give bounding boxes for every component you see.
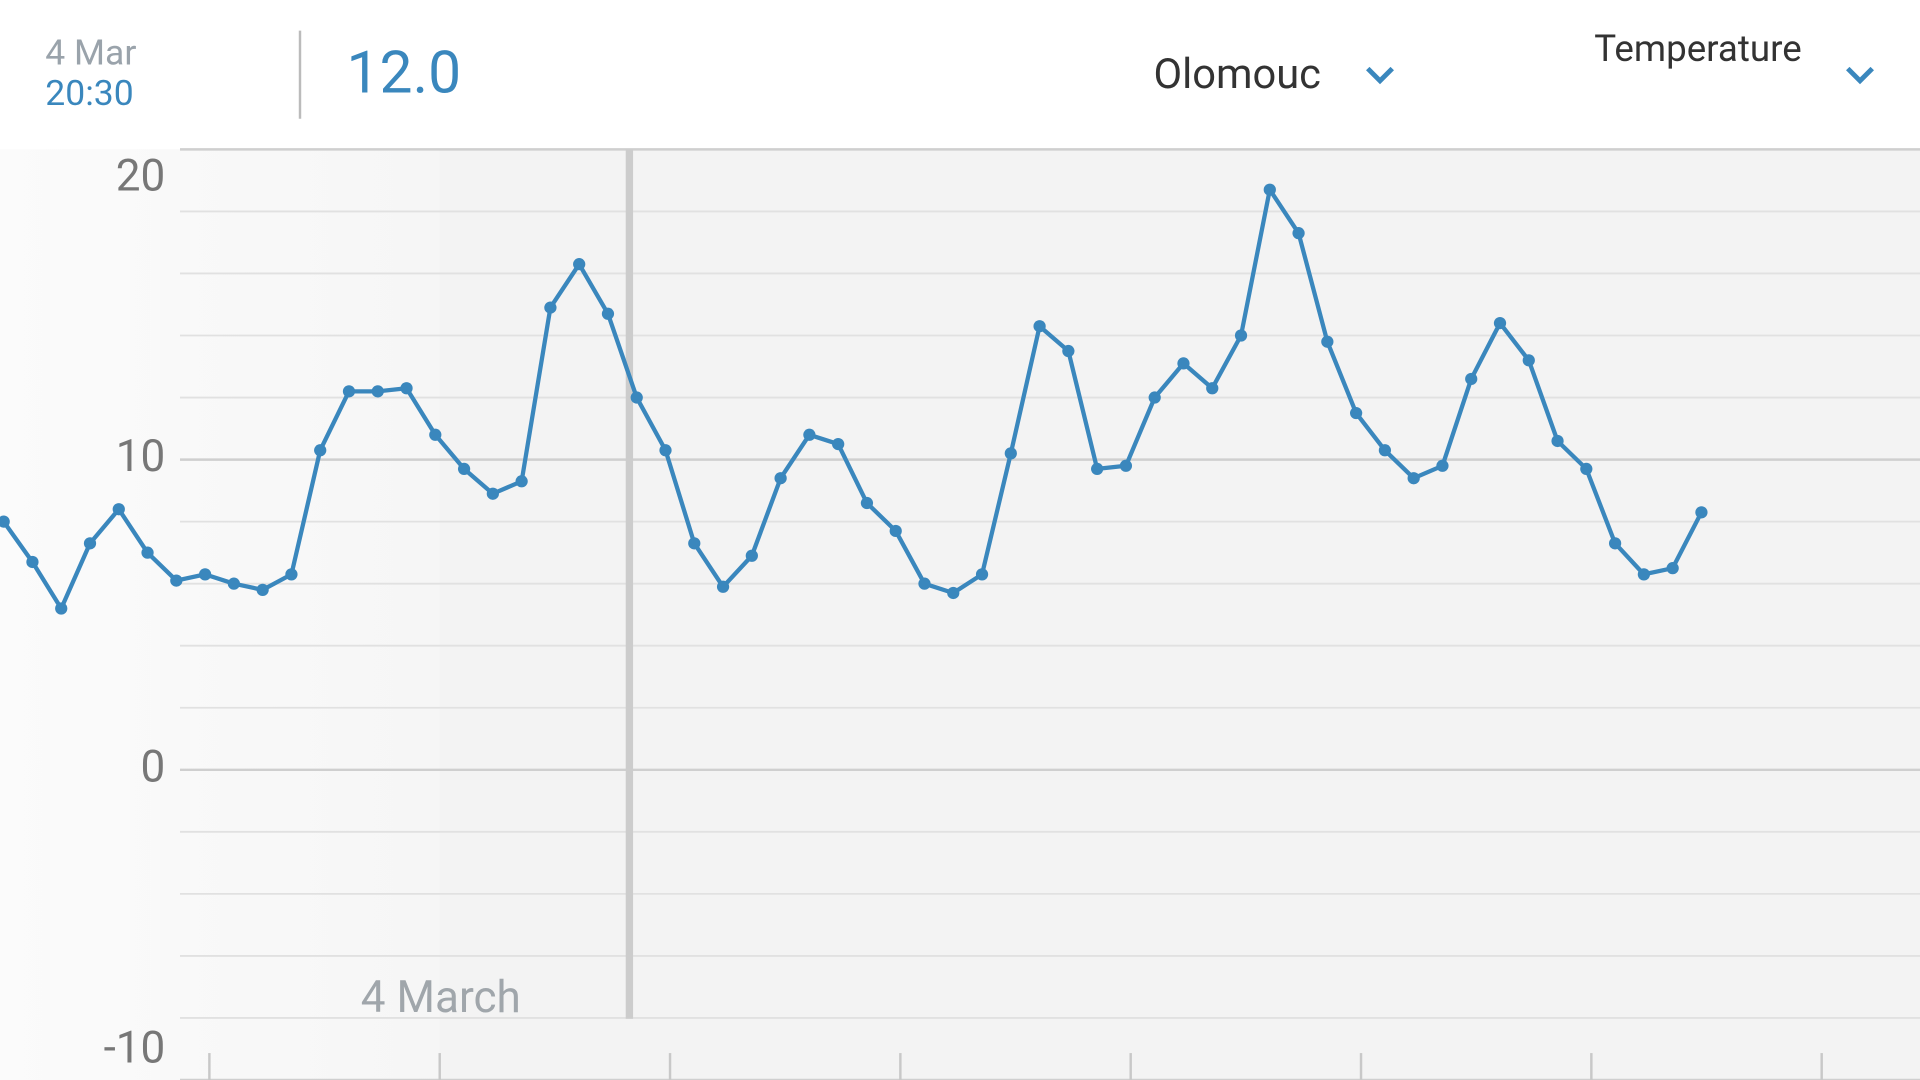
y-tick-label: -10 <box>104 1021 166 1073</box>
data-point <box>544 301 557 314</box>
data-point <box>1350 406 1363 420</box>
data-point <box>1091 462 1104 476</box>
data-point <box>1263 183 1276 196</box>
data-point <box>0 515 10 528</box>
data-point <box>1436 459 1449 472</box>
data-point <box>1695 506 1708 519</box>
data-point <box>170 574 183 587</box>
data-point <box>774 472 787 485</box>
data-point <box>256 583 269 596</box>
data-point <box>975 568 989 581</box>
chart: -10 0 10 20 4 March <box>0 148 1920 1080</box>
data-point <box>860 496 874 510</box>
data-point <box>198 568 212 581</box>
y-tick-label: 20 <box>116 149 166 201</box>
data-point <box>630 391 643 404</box>
previous-day-area <box>0 149 440 1080</box>
data-point <box>1608 537 1622 550</box>
header-bar <box>0 0 1920 150</box>
chevron <box>1846 66 1874 85</box>
data-point <box>1465 372 1478 386</box>
data-point <box>745 549 758 562</box>
data-point <box>457 462 471 476</box>
data-point <box>285 568 298 581</box>
data-point <box>1493 316 1507 330</box>
location-dropdown[interactable]: Olomouc <box>1153 50 1394 99</box>
data-point <box>400 382 413 395</box>
data-point <box>83 537 97 550</box>
data-point <box>1062 344 1075 358</box>
data-point <box>1206 382 1219 395</box>
data-point <box>1637 568 1650 581</box>
data-point <box>1119 459 1133 472</box>
data-point <box>1321 335 1334 348</box>
data-point <box>1004 447 1017 460</box>
data-point <box>1033 320 1046 333</box>
data-point <box>803 428 816 441</box>
data-point <box>1407 472 1420 485</box>
data-point <box>486 487 499 500</box>
data-point <box>659 444 672 457</box>
data-point <box>342 385 356 398</box>
data-point <box>429 428 442 441</box>
data-point <box>1666 562 1679 575</box>
data-point <box>601 307 615 320</box>
current-value: 12.0 <box>347 39 462 108</box>
data-point <box>55 602 68 615</box>
data-point <box>112 503 125 516</box>
time-label: 20:30 <box>45 72 133 114</box>
data-point <box>1551 434 1564 448</box>
data-point <box>832 437 845 451</box>
y-tick-label: 0 <box>141 740 166 792</box>
chevron <box>1366 66 1394 85</box>
metric-label: Temperature <box>1594 27 1801 70</box>
data-point <box>1522 354 1535 367</box>
data-point <box>371 385 384 398</box>
date-label: 4 Mar <box>45 31 136 73</box>
location-label: Olomouc <box>1153 50 1320 99</box>
data-point <box>141 546 154 559</box>
data-point <box>918 577 931 590</box>
data-point <box>515 475 528 488</box>
data-point <box>1234 329 1248 342</box>
data-point <box>227 577 240 590</box>
day-label: 4 March <box>361 971 521 1023</box>
data-point <box>1378 444 1392 457</box>
data-point <box>716 580 730 593</box>
data-point <box>889 524 902 538</box>
data-point <box>1148 391 1161 404</box>
data-point <box>1177 357 1190 370</box>
data-point <box>1292 227 1305 240</box>
data-point <box>314 444 327 457</box>
data-point <box>947 586 960 600</box>
data-point <box>573 258 586 271</box>
data-point <box>688 537 701 550</box>
y-tick-label: 10 <box>116 430 166 482</box>
data-point <box>26 555 39 569</box>
data-point <box>1580 462 1593 476</box>
metric-dropdown[interactable]: Temperature <box>1594 27 1874 85</box>
